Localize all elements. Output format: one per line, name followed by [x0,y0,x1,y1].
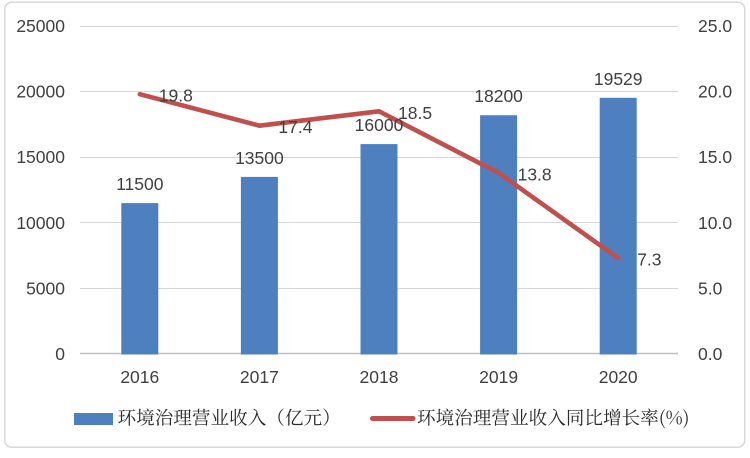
svg-text:2016: 2016 [120,367,159,387]
svg-text:15.0: 15.0 [698,147,732,167]
svg-text:19.8: 19.8 [159,86,193,106]
svg-text:25000: 25000 [16,16,65,36]
svg-text:5000: 5000 [26,278,65,298]
svg-text:15000: 15000 [16,147,65,167]
svg-text:2018: 2018 [360,367,399,387]
svg-text:2017: 2017 [240,367,279,387]
svg-text:5.0: 5.0 [698,278,723,298]
svg-text:0.0: 0.0 [698,344,723,364]
svg-text:20.0: 20.0 [698,82,732,102]
svg-text:2020: 2020 [599,367,638,387]
svg-text:20000: 20000 [16,82,65,102]
svg-text:17.4: 17.4 [278,117,312,137]
svg-text:25.0: 25.0 [698,16,732,36]
svg-text:13.8: 13.8 [518,164,552,184]
svg-text:11500: 11500 [116,174,164,194]
svg-text:18200: 18200 [474,86,523,106]
svg-text:2019: 2019 [479,367,518,387]
svg-text:10000: 10000 [16,213,65,233]
svg-text:18.5: 18.5 [398,103,432,123]
svg-text:13500: 13500 [235,148,284,168]
svg-text:16000: 16000 [355,115,404,135]
svg-text:7.3: 7.3 [637,250,661,270]
svg-text:10.0: 10.0 [698,213,732,233]
svg-text:0: 0 [55,344,65,364]
svg-text:19529: 19529 [594,69,643,89]
